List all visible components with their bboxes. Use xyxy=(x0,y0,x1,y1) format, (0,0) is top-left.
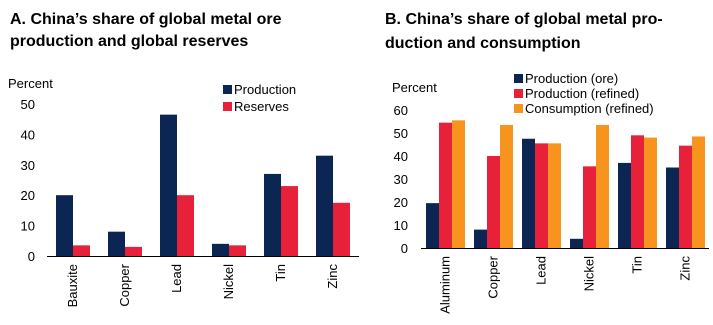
y-tick-label: 40 xyxy=(394,149,408,164)
category-label-lead: Lead xyxy=(534,256,549,285)
bar-copper-consumption-refined xyxy=(500,124,513,248)
y-tick-label: 20 xyxy=(21,188,35,203)
bar-tin-production-ore xyxy=(618,162,631,248)
y-tick-label: 0 xyxy=(401,241,408,256)
chart-b-legend: Production (ore)Production (refined)Cons… xyxy=(514,71,654,116)
chart-a: A. China’s share of global metal ore pro… xyxy=(8,11,359,307)
legend-label: Production xyxy=(234,82,296,97)
bar-aluminum-consumption-refined xyxy=(452,120,465,248)
chart-a-y-ticks: 0 10 20 30 40 50 xyxy=(21,97,35,264)
category-label-copper: Copper xyxy=(117,263,132,306)
chart-a-bars xyxy=(56,114,350,256)
y-tick-label: 10 xyxy=(394,218,408,233)
bar-copper-production-ore xyxy=(474,229,487,248)
bar-copper-production xyxy=(108,231,125,256)
y-tick-label: 0 xyxy=(28,249,35,264)
legend-label: Reserves xyxy=(234,99,289,114)
chart-b-title-line-2: duction and consumption xyxy=(385,35,581,52)
bar-nickel-reserves xyxy=(229,245,246,256)
chart-b-bars xyxy=(426,120,705,248)
chart-a-legend: Production Reserves xyxy=(223,82,296,114)
bar-bauxite-reserves xyxy=(73,245,90,256)
bar-tin-production xyxy=(264,173,281,256)
bar-copper-production-refined xyxy=(487,156,500,248)
category-label-tin: Tin xyxy=(273,264,288,282)
legend-swatch xyxy=(514,74,523,83)
chart-b-y-ticks: 0 10 20 30 40 50 60 xyxy=(394,103,408,256)
category-label-lead: Lead xyxy=(169,264,184,293)
bar-lead-production xyxy=(160,114,177,256)
bar-nickel-consumption-refined xyxy=(596,124,609,248)
chart-b-title-line-1: B. China’s share of global metal pro- xyxy=(385,11,663,28)
y-tick-label: 50 xyxy=(394,126,408,141)
chart-a-title-line-2: production and global reserves xyxy=(10,33,248,50)
bar-nickel-production xyxy=(212,243,229,256)
chart-b-y-axis-label: Percent xyxy=(392,80,437,95)
bar-nickel-production-ore xyxy=(570,238,583,248)
chart-a-y-axis-label: Percent xyxy=(8,76,53,91)
category-label-copper: Copper xyxy=(486,255,501,298)
y-tick-label: 60 xyxy=(394,103,408,118)
y-tick-label: 40 xyxy=(21,127,35,142)
chart-b-category-labels: Aluminum Copper Lead Nickel Tin Zinc xyxy=(438,255,693,313)
bar-copper-reserves xyxy=(125,246,142,256)
y-tick-label: 50 xyxy=(21,97,35,112)
bar-lead-consumption-refined xyxy=(548,143,561,248)
bar-aluminum-production-ore xyxy=(426,203,439,248)
category-label-nickel: Nickel xyxy=(221,264,236,300)
bar-nickel-production-refined xyxy=(583,166,596,248)
legend-label: Production (refined) xyxy=(525,86,639,101)
legend-swatch xyxy=(223,102,232,111)
legend-swatch xyxy=(514,89,523,98)
bar-zinc-reserves xyxy=(333,202,350,256)
chart-b: B. China’s share of global metal pro- du… xyxy=(385,11,709,314)
y-tick-label: 20 xyxy=(394,195,408,210)
bar-aluminum-production-refined xyxy=(439,122,452,248)
y-tick-label: 30 xyxy=(394,172,408,187)
y-tick-label: 10 xyxy=(21,219,35,234)
legend-label: Production (ore) xyxy=(525,71,618,86)
bar-lead-reserves xyxy=(177,195,194,256)
legend-swatch xyxy=(223,85,232,94)
category-label-zinc: Zinc xyxy=(678,256,693,281)
bar-tin-reserves xyxy=(281,186,298,256)
category-label-bauxite: Bauxite xyxy=(65,264,80,307)
chart-a-title-line-1: A. China’s share of global metal ore xyxy=(10,11,282,28)
category-label-tin: Tin xyxy=(630,256,645,274)
bar-tin-production-refined xyxy=(631,135,644,248)
bar-zinc-consumption-refined xyxy=(692,136,705,248)
legend-label: Consumption (refined) xyxy=(525,101,654,116)
bar-zinc-production-ore xyxy=(666,167,679,248)
category-label-aluminum: Aluminum xyxy=(438,256,453,314)
bar-bauxite-production xyxy=(56,195,73,256)
bar-zinc-production-refined xyxy=(679,145,692,248)
category-label-zinc: Zinc xyxy=(325,264,340,289)
bar-zinc-production xyxy=(316,155,333,256)
legend-swatch xyxy=(514,104,523,113)
category-label-nickel: Nickel xyxy=(582,256,597,292)
bar-lead-production-ore xyxy=(522,138,535,248)
y-tick-label: 30 xyxy=(21,158,35,173)
bar-tin-consumption-refined xyxy=(644,137,657,248)
chart-a-category-labels: Bauxite Copper Lead Nickel Tin Zinc xyxy=(65,263,340,307)
bar-lead-production-refined xyxy=(535,143,548,248)
